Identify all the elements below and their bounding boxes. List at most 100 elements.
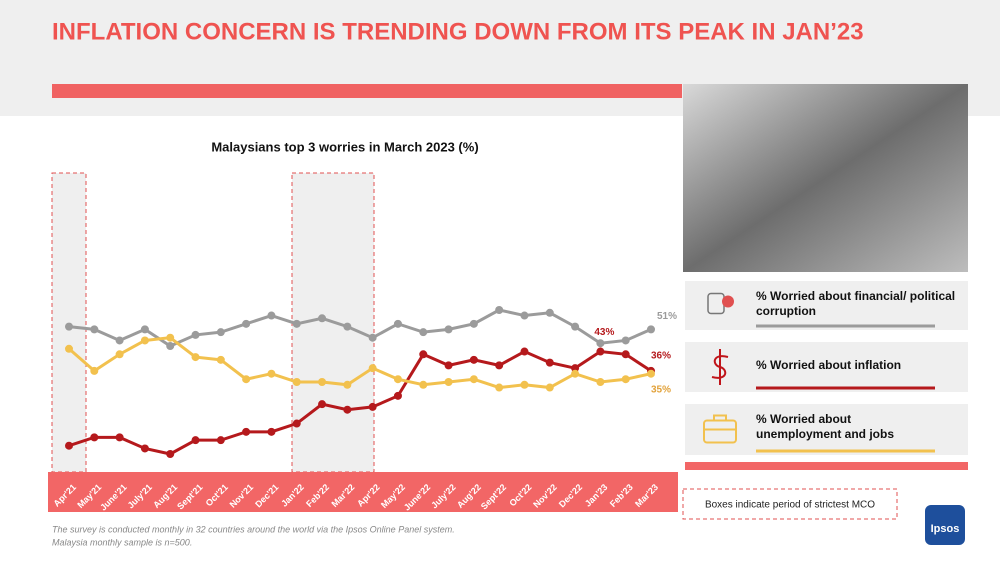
data-point (216, 436, 225, 445)
data-point (368, 333, 377, 342)
data-point (191, 330, 200, 339)
data-point (368, 364, 377, 373)
legend-card (685, 342, 968, 392)
logo: Ipsos (931, 523, 960, 535)
data-point (90, 366, 99, 375)
data-point (444, 378, 453, 386)
data-point (647, 369, 655, 378)
data-point (469, 375, 478, 384)
data-point (419, 380, 428, 389)
note-box (682, 488, 898, 520)
data-point (292, 378, 301, 386)
data-point (343, 405, 352, 414)
data-point (191, 353, 200, 362)
data-point (647, 325, 655, 334)
data-point (621, 375, 630, 384)
data-label: 43% (594, 327, 614, 338)
icon (704, 414, 736, 431)
data-point (343, 380, 352, 389)
data-point (166, 342, 175, 350)
data-point (571, 322, 580, 331)
data-point (621, 350, 630, 359)
data-point (318, 400, 327, 409)
legend-label: % Worried about unemployment and jobs (756, 412, 894, 441)
series-line (68, 336, 652, 390)
data-label: 35% (651, 384, 671, 395)
data-point (318, 314, 327, 323)
data-point (495, 306, 504, 314)
data-point (65, 344, 73, 353)
data-point (393, 391, 402, 400)
legend-bar (685, 462, 968, 470)
data-point (520, 347, 529, 356)
data-point (419, 328, 428, 337)
data-point (596, 378, 605, 386)
data-point (621, 336, 630, 345)
icon (711, 349, 729, 385)
data-point (495, 361, 504, 370)
data-point (444, 325, 453, 334)
data-point (520, 380, 529, 389)
data-point (216, 355, 225, 364)
data-point (267, 427, 276, 436)
data-point (495, 383, 504, 392)
data-point (242, 319, 251, 328)
legend-label: % Worried about inflation (756, 358, 901, 372)
note: Boxes indicate period of strictest MCO (705, 500, 875, 511)
data-point (469, 319, 478, 328)
data-point (140, 444, 149, 453)
legend-label: % Worried about financial/ political corr… (756, 289, 955, 318)
data-point (343, 322, 352, 331)
data-point (292, 319, 301, 328)
data-point (545, 358, 554, 367)
data-point (90, 433, 99, 442)
x-axis-band (48, 472, 678, 512)
data-point (368, 402, 377, 411)
data-label: 36% (651, 351, 671, 362)
data-point (545, 308, 554, 317)
data-point (571, 364, 580, 373)
data-point (393, 375, 402, 384)
footnote: The survey is conducted monthly in 32 co… (52, 524, 455, 534)
data-point (216, 328, 225, 337)
mco-box (51, 172, 87, 473)
data-point (65, 441, 73, 450)
data-point (191, 436, 200, 445)
data-point (115, 433, 124, 442)
data-point (318, 378, 327, 386)
data-point (520, 311, 529, 320)
data-point (242, 427, 251, 436)
data-point (115, 336, 124, 345)
data-point (267, 311, 276, 320)
data-point (267, 369, 276, 378)
data-point (444, 361, 453, 370)
data-point (393, 319, 402, 328)
data-point (90, 325, 99, 334)
icon (722, 295, 734, 308)
data-point (65, 322, 73, 331)
data-point (115, 350, 124, 359)
data-point (596, 339, 605, 348)
series-line (68, 349, 652, 456)
footnote: Malaysia monthly sample is n=500. (52, 537, 192, 547)
data-point (469, 355, 478, 364)
data-point (545, 383, 554, 392)
icon (703, 419, 737, 444)
data-point (419, 350, 428, 359)
data-point (596, 347, 605, 356)
logo-box (925, 505, 965, 545)
series-line (68, 308, 652, 348)
slide-title: INFLATION CONCERN IS TRENDING DOWN FROM … (52, 18, 864, 45)
data-point (242, 375, 251, 384)
data-point (292, 419, 301, 428)
data-point (166, 333, 175, 342)
data-label: 51% (657, 311, 677, 322)
header-bar (52, 84, 682, 98)
data-point (166, 450, 175, 458)
data-point (140, 325, 149, 334)
photo (683, 84, 968, 272)
data-point (571, 369, 580, 378)
data-point (140, 336, 149, 345)
chart-title: Malaysians top 3 worries in March 2023 (… (211, 139, 478, 154)
